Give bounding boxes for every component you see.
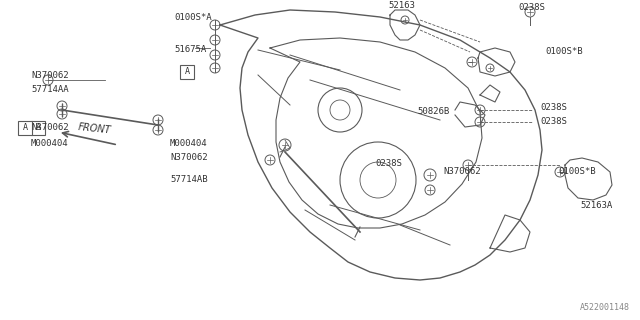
Text: 57714AA: 57714AA <box>31 85 68 94</box>
Text: 0238S: 0238S <box>518 4 545 12</box>
Text: A: A <box>35 124 40 132</box>
Text: 51675A: 51675A <box>174 45 206 54</box>
Text: M000404: M000404 <box>31 139 68 148</box>
Text: 0238S: 0238S <box>375 158 402 167</box>
Bar <box>18 121 32 135</box>
Text: 52163A: 52163A <box>580 201 612 210</box>
Text: N370062: N370062 <box>170 153 207 162</box>
Text: A: A <box>22 124 28 132</box>
Text: 50826B: 50826B <box>417 108 449 116</box>
Text: N370062: N370062 <box>31 124 68 132</box>
Text: M000404: M000404 <box>170 139 207 148</box>
Text: 0100S*B: 0100S*B <box>545 47 582 57</box>
Bar <box>31 121 45 135</box>
Text: N370062: N370062 <box>31 70 68 79</box>
Bar <box>180 65 194 79</box>
Text: FRONT: FRONT <box>78 122 112 135</box>
Text: 52163: 52163 <box>388 1 415 10</box>
Text: 0100S*B: 0100S*B <box>558 167 596 177</box>
Text: 0100S*A: 0100S*A <box>174 13 212 22</box>
Text: 57714AB: 57714AB <box>170 175 207 185</box>
Text: N370062: N370062 <box>443 167 481 177</box>
Text: 0238S: 0238S <box>540 102 567 111</box>
Text: 0238S: 0238S <box>540 116 567 125</box>
Text: A: A <box>184 68 189 76</box>
Text: A522001148: A522001148 <box>580 303 630 312</box>
